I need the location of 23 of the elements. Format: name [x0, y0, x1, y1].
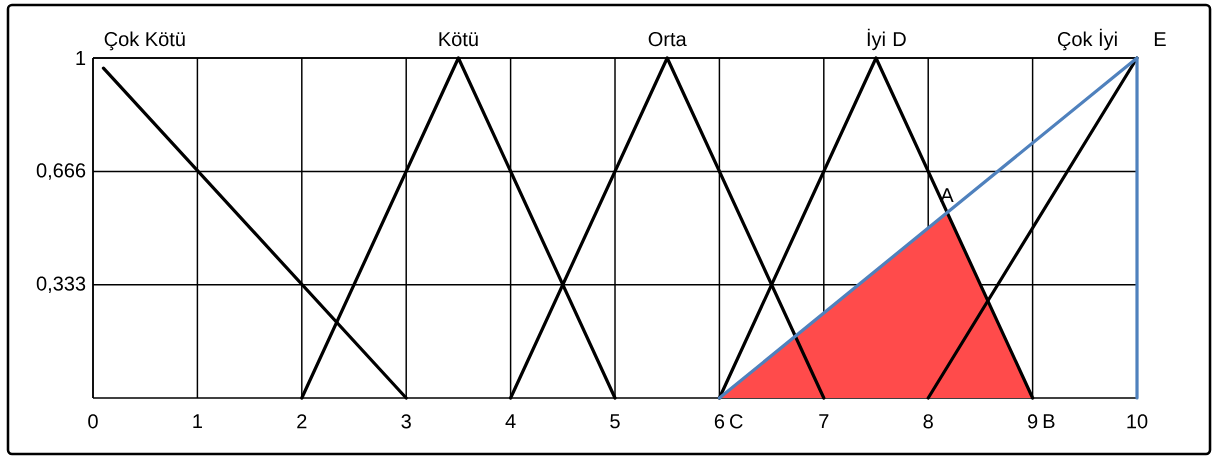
series-label: Kötü — [439, 32, 478, 47]
x-tick-label: 7 — [819, 414, 829, 429]
annotation: C — [730, 414, 743, 429]
series-label: Orta — [648, 32, 687, 47]
x-tick-label: 9 — [1027, 414, 1038, 429]
series-label: Çok Kötü — [104, 31, 185, 51]
x-tick-label: 2 — [297, 414, 307, 429]
y-tick-label: 0,333 — [36, 276, 86, 294]
annotation: D — [893, 32, 906, 46]
x-tick-label: 5 — [610, 414, 620, 429]
y-tick-label: 0,666 — [36, 163, 86, 180]
x-tick-label: 10 — [1127, 414, 1148, 429]
y-tick-label: 1 — [76, 51, 86, 65]
series-label: İyi — [867, 28, 885, 51]
x-tick-label: 3 — [401, 414, 411, 429]
x-tick-label: 4 — [505, 414, 516, 429]
x-tick-label: 0 — [88, 414, 98, 429]
x-tick-label: 8 — [923, 414, 933, 429]
x-tick-label: 6 — [714, 414, 725, 429]
series-label: Çok İyi — [1057, 28, 1117, 51]
annotation: E — [1154, 32, 1166, 46]
annotation: B — [1043, 414, 1055, 429]
x-tick-label: 1 — [193, 414, 202, 429]
